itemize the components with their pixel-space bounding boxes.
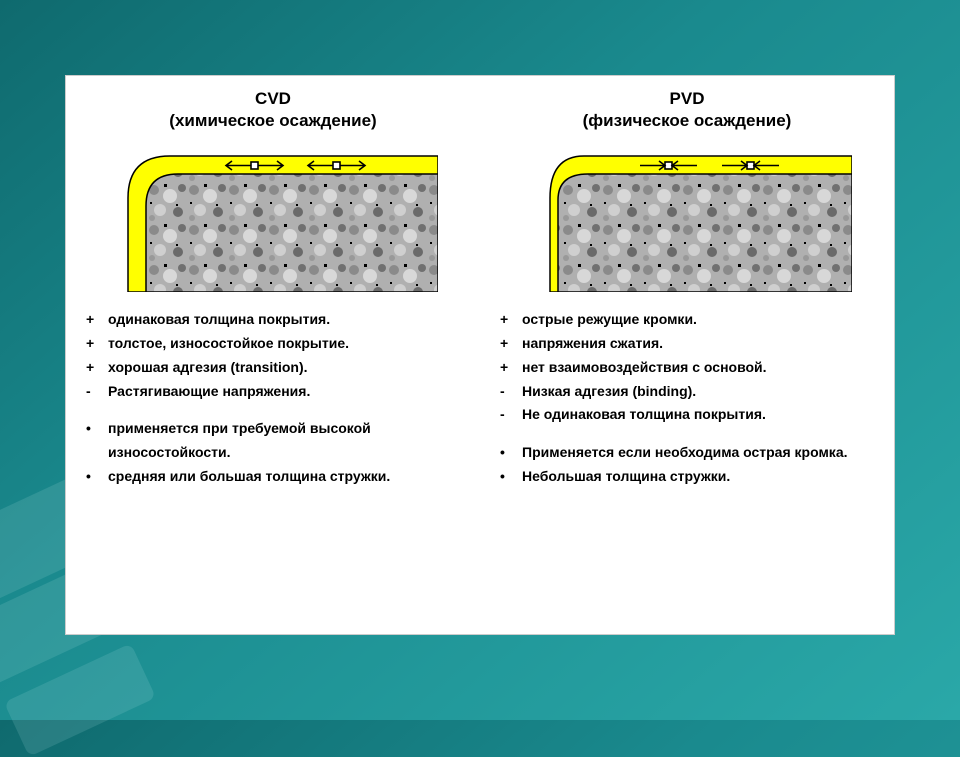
left-item-1: + толстое, износостойкое покрытие. [86, 332, 460, 356]
left-item-mark-3: - [86, 380, 102, 404]
right-note-mark-1: • [500, 465, 516, 489]
right-item-3: -Низкая адгезия (binding). [500, 380, 874, 404]
left-note-text-1: средняя или большая толщина стружки. [108, 468, 390, 484]
left-notes: •применяется при требуемой высокой износ… [86, 417, 460, 488]
right-notes: • Применяется если необходима острая кром… [500, 441, 874, 489]
comparison-slide: CVD (химическое осаждение) [65, 75, 895, 635]
right-item-text-1: напряжения сжатия. [522, 335, 663, 351]
left-note-1: • средняя или большая толщина стружки. [86, 465, 460, 489]
right-note-text-0: Применяется если необходима острая кромк… [522, 444, 848, 460]
left-item-0: + одинаковая толщина покрытия. [86, 308, 460, 332]
right-item-text-0: острые режущие кромки. [522, 311, 697, 327]
left-item-mark-2: + [86, 356, 102, 380]
right-note-mark-0: • [500, 441, 516, 465]
right-title-acronym: PVD [500, 88, 874, 110]
left-note-mark-1: • [86, 465, 102, 489]
left-item-mark-1: + [86, 332, 102, 356]
left-title-acronym: CVD [86, 88, 460, 110]
right-item-4: -Не одинаковая толщина покрытия. [500, 403, 874, 427]
right-item-mark-2: + [500, 356, 516, 380]
left-note-0: •применяется при требуемой высокой износ… [86, 417, 460, 465]
right-item-mark-1: + [500, 332, 516, 356]
right-item-0: + острые режущие кромки. [500, 308, 874, 332]
right-item-mark-0: + [500, 308, 516, 332]
left-item-text-0: одинаковая толщина покрытия. [108, 311, 330, 327]
right-column: PVD (физическое осаждение) [480, 76, 894, 634]
pvd-diagram [522, 142, 852, 292]
left-column: CVD (химическое осаждение) [66, 76, 480, 634]
left-item-2: + хорошая адгезия (transition). [86, 356, 460, 380]
left-item-mark-0: + [86, 308, 102, 332]
left-title-desc: (химическое осаждение) [86, 110, 460, 132]
cvd-diagram [108, 142, 438, 292]
right-note-0: • Применяется если необходима острая кром… [500, 441, 874, 465]
left-note-text-0: применяется при требуемой высокой износо… [108, 420, 371, 460]
right-item-mark-3: - [500, 380, 516, 404]
left-item-text-3: Растягивающие напряжения. [108, 383, 310, 399]
left-pros-cons: + одинаковая толщина покрытия. + толстое, и… [86, 308, 460, 403]
left-item-text-1: толстое, износостойкое покрытие. [108, 335, 349, 351]
right-item-text-3: Низкая адгезия (binding). [522, 383, 696, 399]
right-note-text-1: Небольшая толщина стружки. [522, 468, 730, 484]
right-title-desc: (физическое осаждение) [500, 110, 874, 132]
right-pros-cons: + острые режущие кромки. + напряжения сжати… [500, 308, 874, 427]
right-item-2: + нет взаимовоздействия с основой. [500, 356, 874, 380]
right-item-mark-4: - [500, 403, 516, 427]
left-item-3: -Растягивающие напряжения. [86, 380, 460, 404]
right-item-text-2: нет взаимовоздействия с основой. [522, 359, 767, 375]
right-item-text-4: Не одинаковая толщина покрытия. [522, 406, 766, 422]
left-item-text-2: хорошая адгезия (transition). [108, 359, 308, 375]
right-note-1: • Небольшая толщина стружки. [500, 465, 874, 489]
right-item-1: + напряжения сжатия. [500, 332, 874, 356]
left-note-mark-0: • [86, 417, 102, 441]
